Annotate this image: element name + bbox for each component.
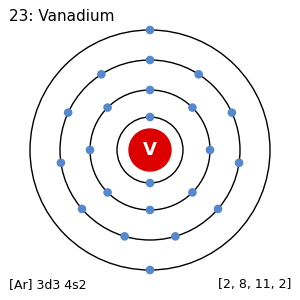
Text: [2, 8, 11, 2]: [2, 8, 11, 2] xyxy=(218,278,291,291)
Circle shape xyxy=(121,233,128,240)
Circle shape xyxy=(228,109,236,116)
Text: [Ar] 3d3 4s2: [Ar] 3d3 4s2 xyxy=(9,278,86,291)
Circle shape xyxy=(146,26,154,34)
Circle shape xyxy=(64,109,72,116)
Circle shape xyxy=(146,266,154,274)
Circle shape xyxy=(86,146,94,154)
Circle shape xyxy=(146,86,154,94)
Circle shape xyxy=(98,71,105,78)
Circle shape xyxy=(189,189,196,196)
Circle shape xyxy=(146,206,154,214)
Circle shape xyxy=(172,233,179,240)
Circle shape xyxy=(146,56,154,64)
Circle shape xyxy=(146,113,154,121)
Circle shape xyxy=(236,159,243,167)
Circle shape xyxy=(104,189,111,196)
Circle shape xyxy=(195,71,202,78)
Circle shape xyxy=(104,104,111,111)
Circle shape xyxy=(57,159,64,167)
Circle shape xyxy=(146,179,154,187)
Circle shape xyxy=(78,205,85,212)
Text: V: V xyxy=(143,141,157,159)
Circle shape xyxy=(214,205,222,212)
Circle shape xyxy=(206,146,214,154)
Text: 23: Vanadium: 23: Vanadium xyxy=(9,9,115,24)
Circle shape xyxy=(129,129,171,171)
Circle shape xyxy=(189,104,196,111)
